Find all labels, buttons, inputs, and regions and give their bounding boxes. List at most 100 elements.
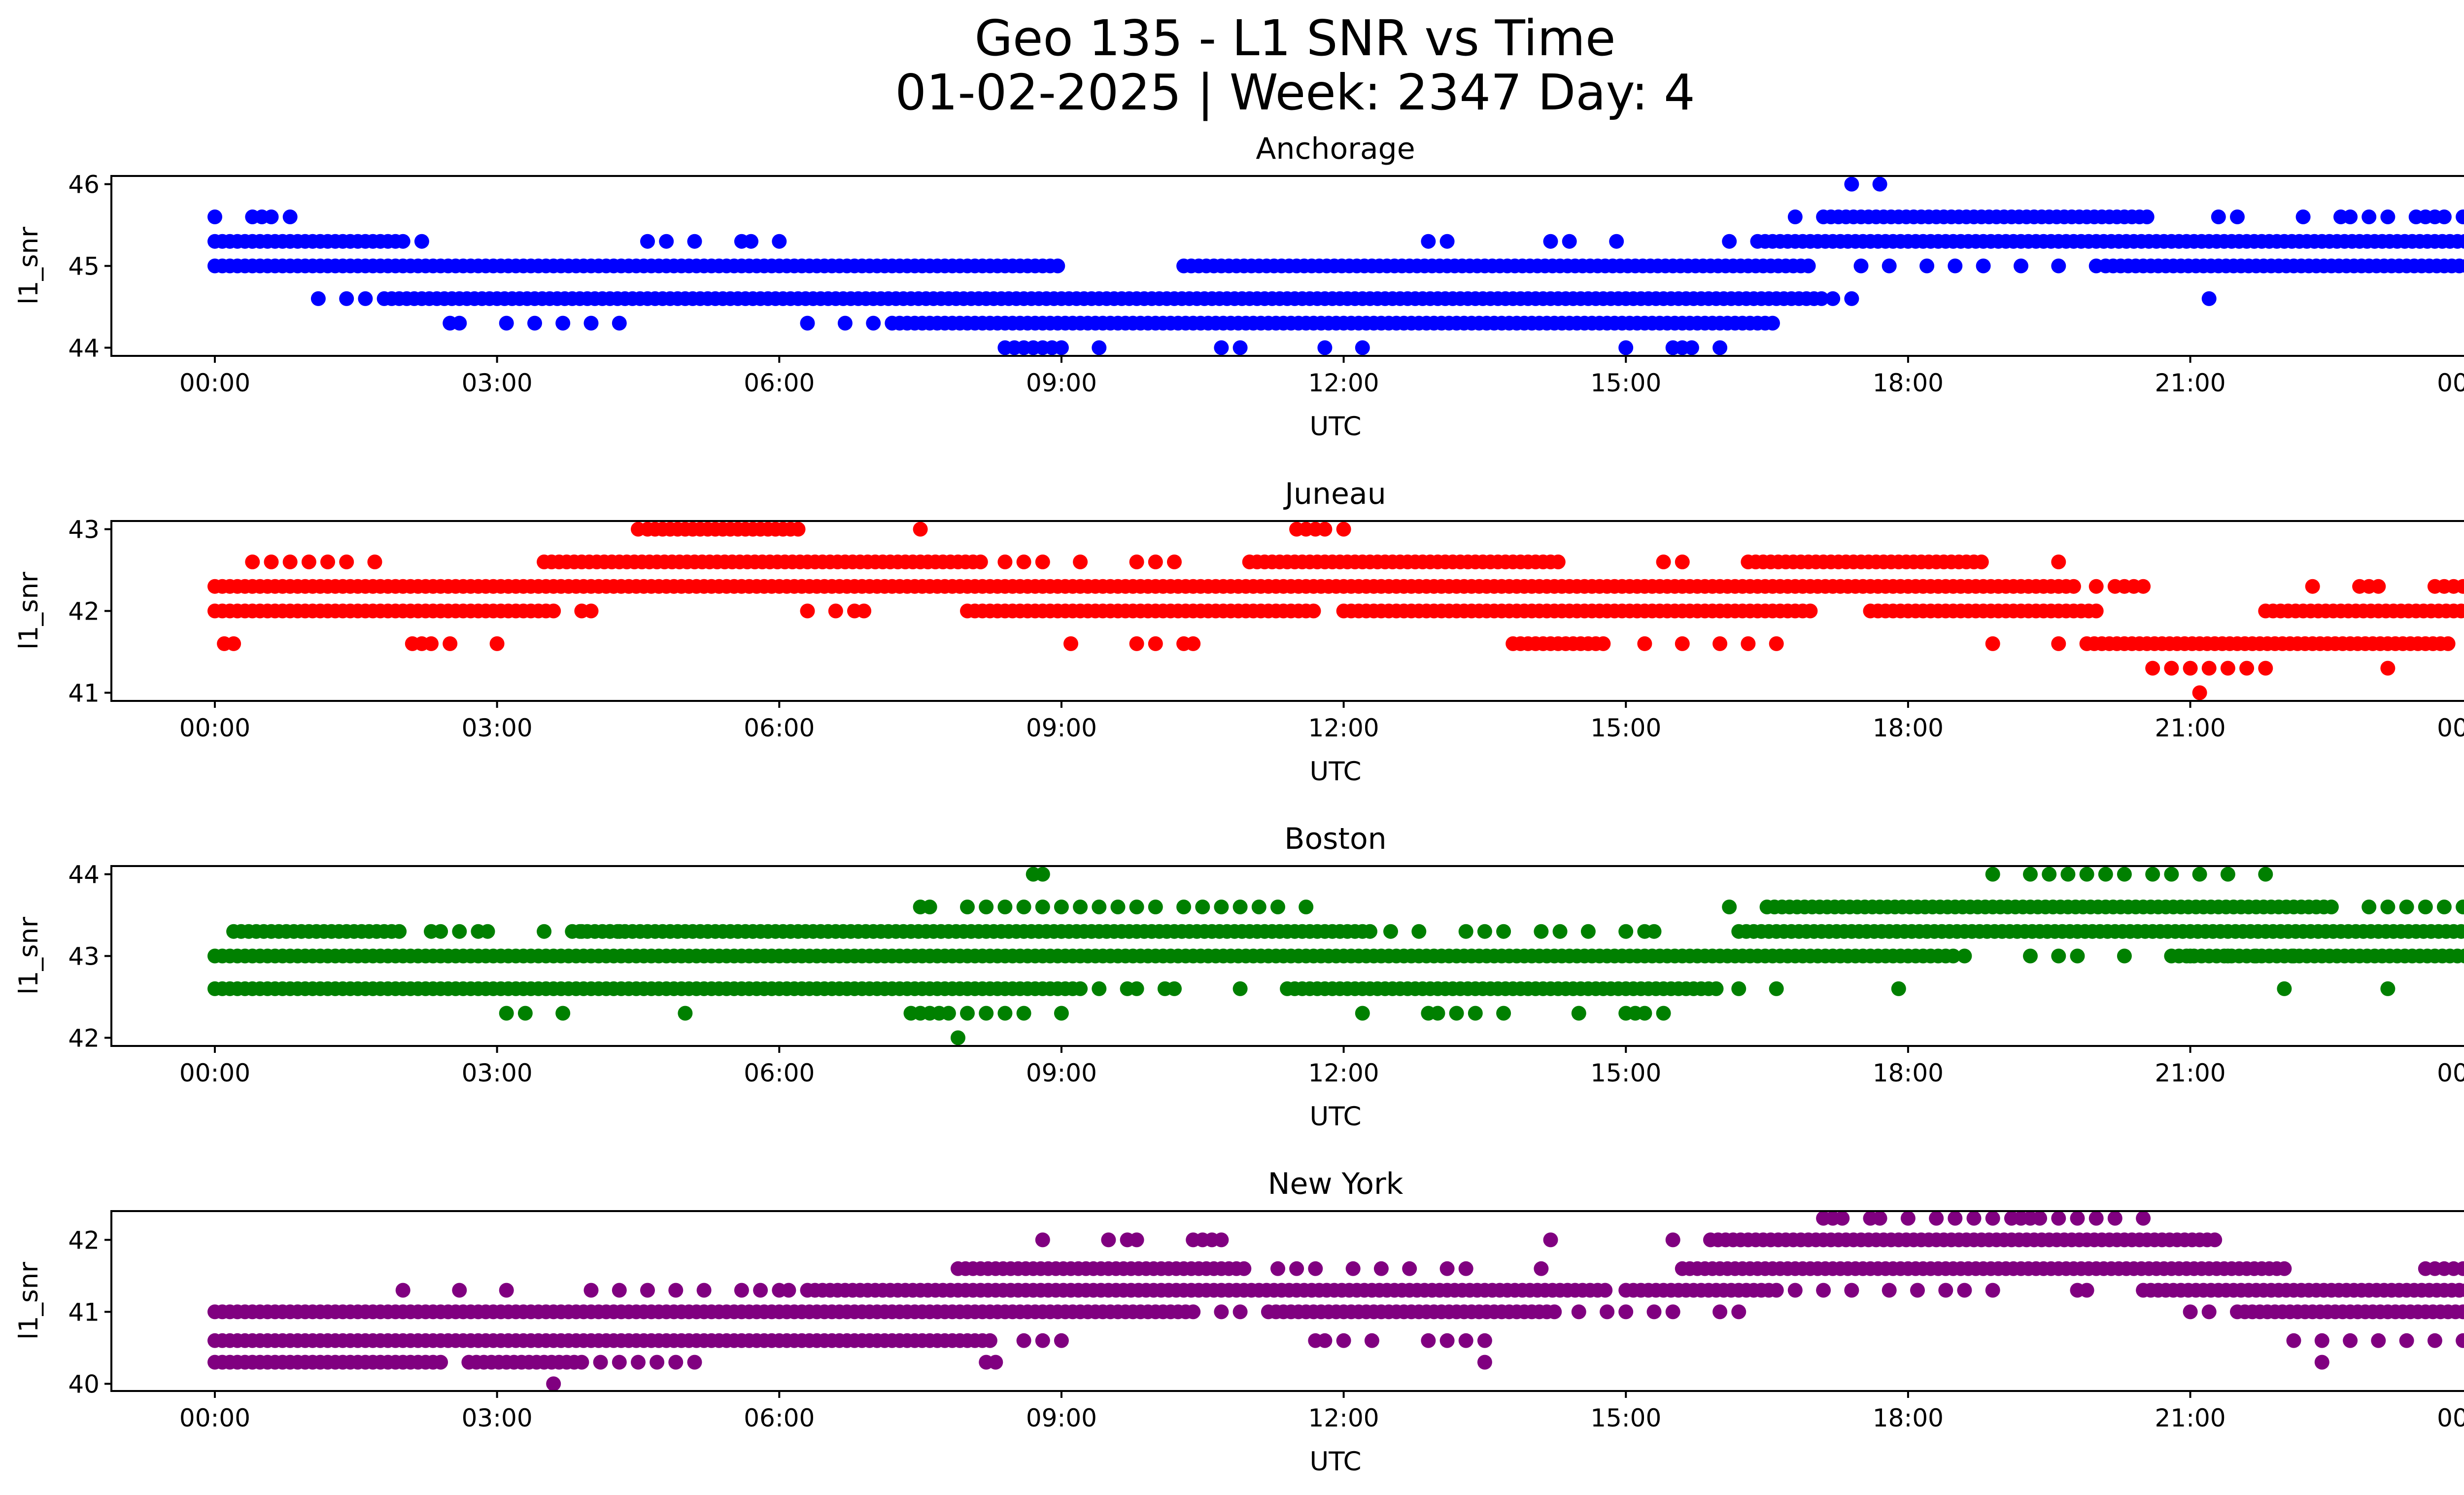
data-point bbox=[1317, 1333, 1333, 1348]
data-point bbox=[2249, 948, 2264, 964]
data-point bbox=[1458, 924, 1473, 939]
data-point bbox=[1891, 981, 1906, 996]
data-point bbox=[546, 1376, 561, 1391]
data-point bbox=[1148, 555, 1163, 569]
data-point bbox=[414, 234, 429, 249]
data-point bbox=[2136, 1211, 2151, 1226]
data-point bbox=[1948, 1211, 1963, 1226]
data-point bbox=[2258, 867, 2273, 882]
x-tick-label: 15:00 bbox=[1590, 1059, 1661, 1087]
data-point bbox=[2459, 1283, 2464, 1297]
data-point bbox=[555, 315, 571, 331]
data-point bbox=[2277, 1261, 2292, 1276]
data-point bbox=[2456, 209, 2464, 224]
data-point bbox=[1769, 636, 1784, 651]
data-point bbox=[1035, 555, 1050, 569]
data-point bbox=[612, 1355, 627, 1370]
data-point bbox=[800, 315, 815, 331]
subplot-anchorage: Anchorage 44 45 46 00:00 03:00 06:00 09:00 12:… bbox=[14, 132, 2464, 442]
data-point bbox=[1596, 636, 1611, 651]
data-point bbox=[1317, 522, 1333, 537]
data-point bbox=[1035, 867, 1050, 882]
x-tick-label: 12:00 bbox=[1308, 1059, 1379, 1087]
data-point bbox=[1825, 291, 1841, 306]
y-tick-label: 43 bbox=[68, 942, 100, 971]
data-point bbox=[1054, 340, 1069, 355]
plot-frame bbox=[110, 175, 2464, 357]
data-point bbox=[593, 1355, 608, 1370]
y-tick-label: 44 bbox=[68, 334, 100, 362]
figure-title-line-2: 01-02-2025 | Week: 2347 Day: 4 bbox=[895, 64, 1695, 121]
data-point bbox=[2239, 661, 2255, 676]
data-point bbox=[2461, 926, 2464, 938]
data-point bbox=[207, 209, 222, 224]
data-point bbox=[1214, 1232, 1229, 1248]
data-point bbox=[2192, 685, 2207, 700]
x-axis-label: UTC bbox=[1309, 1102, 1361, 1132]
data-point bbox=[1129, 1232, 1144, 1248]
x-tick-label: 00:00 bbox=[2437, 369, 2464, 397]
data-point bbox=[1299, 900, 1314, 914]
data-point bbox=[1251, 900, 1266, 914]
data-point bbox=[2079, 867, 2094, 882]
data-point bbox=[1289, 1261, 1304, 1276]
data-point bbox=[612, 924, 627, 939]
data-point bbox=[2145, 867, 2160, 882]
y-axis-label: l1_snr bbox=[14, 572, 44, 650]
data-point bbox=[1974, 555, 1989, 569]
x-tick-label: 12:00 bbox=[1308, 369, 1379, 397]
data-point bbox=[2051, 555, 2066, 569]
data-point bbox=[2295, 209, 2311, 224]
data-point bbox=[659, 234, 674, 249]
data-point bbox=[612, 315, 627, 331]
data-point bbox=[499, 315, 514, 331]
data-point bbox=[1073, 555, 1088, 569]
data-point bbox=[2456, 1261, 2464, 1276]
data-point bbox=[1363, 924, 1377, 939]
data-point bbox=[282, 555, 298, 569]
data-point bbox=[2456, 1304, 2464, 1320]
data-point bbox=[1430, 1006, 1445, 1021]
x-tick-label: 03:00 bbox=[462, 1404, 533, 1432]
data-point bbox=[1665, 1304, 1680, 1320]
data-point bbox=[2164, 661, 2179, 676]
data-point bbox=[1547, 1304, 1562, 1320]
y-tick-label: 41 bbox=[68, 1298, 100, 1326]
data-point bbox=[1308, 1261, 1323, 1276]
plot-frame bbox=[110, 1210, 2464, 1392]
data-point bbox=[2371, 579, 2386, 594]
x-axis-label: UTC bbox=[1309, 1447, 1361, 1477]
x-axis-label: UTC bbox=[1309, 412, 1361, 442]
data-point bbox=[1985, 1283, 2000, 1298]
data-point bbox=[1957, 948, 1972, 964]
data-point bbox=[734, 1283, 749, 1298]
y-tick-label: 42 bbox=[68, 597, 100, 626]
data-point bbox=[2230, 209, 2245, 224]
data-point bbox=[2380, 900, 2396, 914]
data-point bbox=[282, 209, 298, 224]
data-point bbox=[1214, 900, 1229, 914]
data-point bbox=[1317, 340, 1333, 355]
data-point bbox=[1232, 981, 1248, 996]
x-tick-label: 12:00 bbox=[1308, 1404, 1379, 1432]
data-point bbox=[1919, 258, 1935, 274]
data-point bbox=[1496, 924, 1511, 939]
data-point bbox=[2440, 636, 2456, 651]
data-point bbox=[583, 315, 599, 331]
data-point bbox=[1129, 981, 1144, 996]
data-point bbox=[2117, 867, 2132, 882]
data-point bbox=[1543, 1232, 1558, 1248]
data-point bbox=[640, 1283, 655, 1298]
data-point bbox=[979, 1006, 994, 1021]
data-point bbox=[2220, 661, 2235, 676]
data-point bbox=[226, 636, 241, 651]
data-point bbox=[1872, 176, 1887, 192]
data-point bbox=[245, 555, 260, 569]
data-point bbox=[433, 924, 448, 939]
data-point bbox=[997, 900, 1013, 914]
data-point bbox=[2060, 867, 2076, 882]
data-point bbox=[1618, 1304, 1634, 1320]
subplot-boston: Boston 42 43 44 00:00 03:00 06:00 09:00 12:00 1… bbox=[14, 822, 2464, 1132]
data-point bbox=[499, 1283, 514, 1298]
data-point bbox=[1167, 555, 1182, 569]
